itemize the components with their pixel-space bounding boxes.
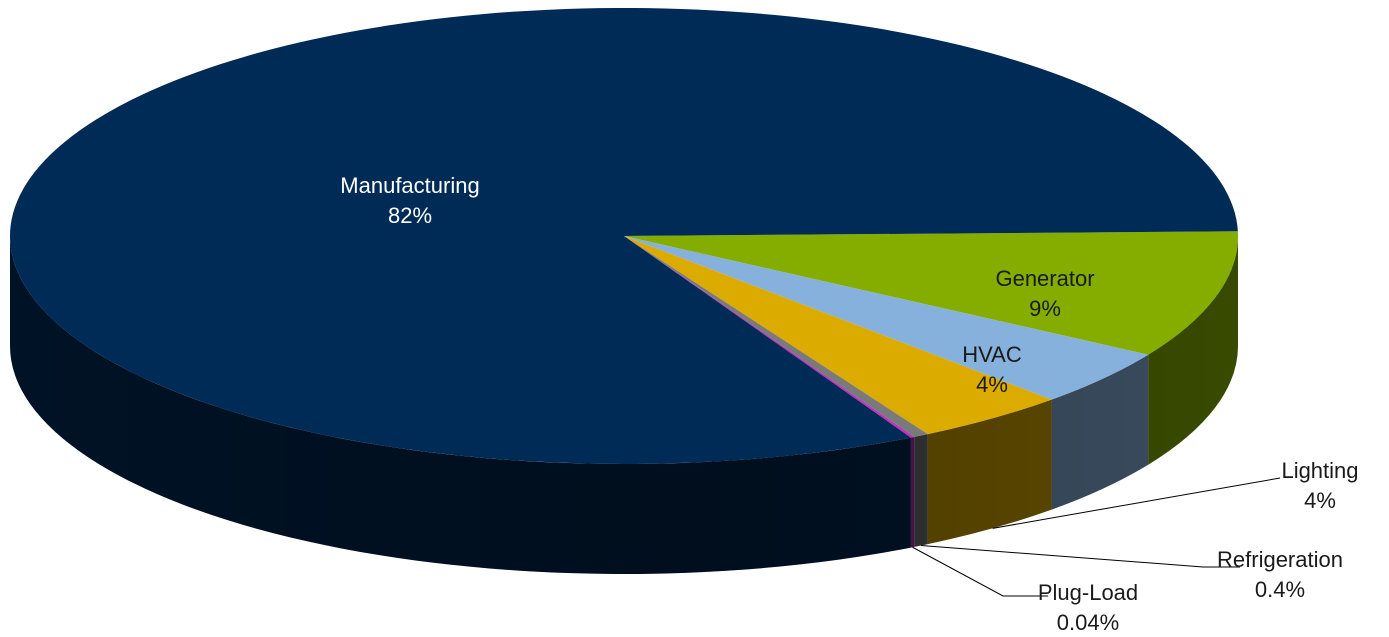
slice-lighting <box>624 236 1052 435</box>
slice-generator <box>624 231 1238 355</box>
label-category: HVAC <box>962 342 1022 367</box>
label-percent: 9% <box>1029 296 1061 321</box>
slice-hvac <box>624 236 1149 400</box>
label-lighting: Lighting 4% <box>1281 458 1358 513</box>
label-percent: 82% <box>388 203 432 228</box>
label-manufacturing: Manufacturing 82% <box>340 173 479 228</box>
label-generator: Generator 9% <box>995 266 1094 321</box>
label-category: Generator <box>995 266 1094 291</box>
label-category: Manufacturing <box>340 173 479 198</box>
label-percent: 4% <box>1304 488 1336 513</box>
leader-lines <box>912 477 1281 597</box>
pie-side-walls <box>10 236 1238 574</box>
label-hvac: HVAC 4% <box>962 342 1022 397</box>
leader-refrigeration <box>920 545 1240 568</box>
slice-labels: Manufacturing 82%Generator 9%HVAC 4%Lightin… <box>340 173 1358 635</box>
label-category: Refrigeration <box>1217 547 1343 572</box>
slice-refrigeration <box>624 236 928 437</box>
side-shading <box>10 236 1238 574</box>
label-category: Plug-Load <box>1038 580 1138 605</box>
slice-plug-load <box>624 236 915 438</box>
label-refrigeration: Refrigeration 0.4% <box>1217 547 1343 602</box>
label-percent: 4% <box>976 372 1008 397</box>
slice-manufacturing <box>9 8 1238 465</box>
pie-top-faces <box>9 8 1238 465</box>
label-category: Lighting <box>1281 458 1358 483</box>
label-percent: 0.04% <box>1057 610 1119 635</box>
label-percent: 0.4% <box>1255 577 1305 602</box>
label-plug-load: Plug-Load 0.04% <box>1038 580 1138 635</box>
leader-lighting <box>992 477 1281 529</box>
leader-plug-load <box>912 546 1048 597</box>
